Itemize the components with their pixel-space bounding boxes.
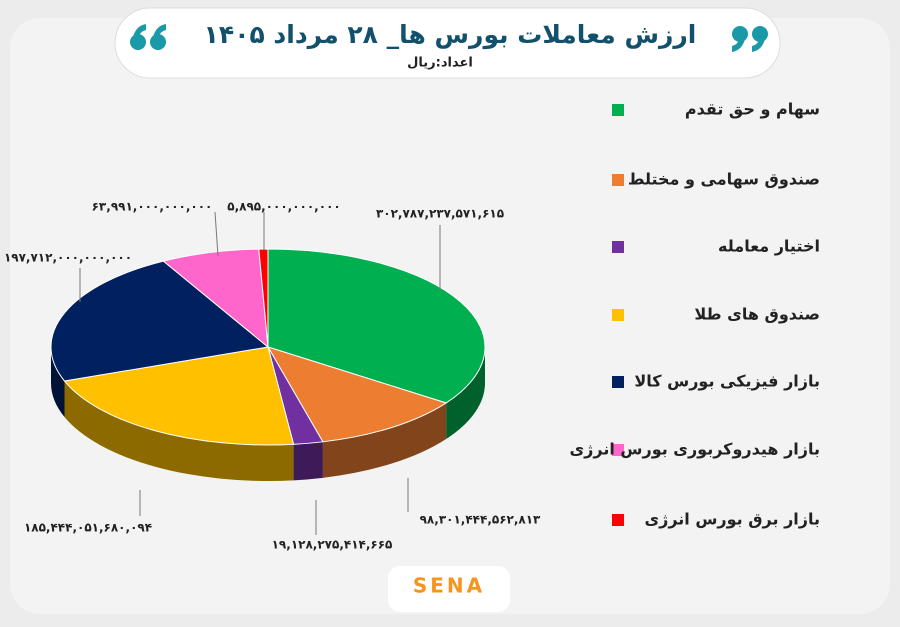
slice-side (446, 347, 485, 439)
slice-side (293, 441, 323, 481)
legend-swatch (612, 444, 624, 456)
data-label: ۱۹,۱۲۸,۲۷۵,۴۱۴,۶۶۵ (272, 538, 393, 552)
slice (162, 248, 269, 349)
slice (50, 260, 270, 382)
legend-swatch (612, 174, 624, 186)
legend-swatch (612, 376, 624, 388)
leader-line (214, 211, 219, 257)
title-box (114, 7, 781, 79)
legend-label: صندوق های طلا (694, 305, 820, 324)
legend-label: بازار فیزیکی بورس کالا (634, 372, 820, 391)
labels: ۳۰۲,۷۸۷,۲۳۷,۵۷۱,۶۱۵ ۹۸,۳۰۱,۴۴۴,۵۶۲,۸۱۳ ۱۹,… (4, 200, 541, 552)
data-label: ۱۹۷,۷۱۲,۰۰۰,۰۰۰,۰۰۰ (4, 251, 132, 265)
legend-label: سهام و حق تقدم (685, 100, 820, 119)
data-label: ۵,۸۹۵,۰۰۰,۰۰۰,۰۰۰ (227, 200, 340, 214)
legend-label: صندوق سهامی و مختلط (628, 170, 820, 189)
logo: SENA (413, 574, 485, 598)
legend-swatch (612, 309, 624, 321)
slice (258, 248, 269, 348)
data-label: ۶۳,۹۹۱,۰۰۰,۰۰۰,۰۰۰ (92, 200, 213, 214)
slice (267, 248, 486, 404)
legend-label: بازار هیدروکربوری بورس انرژی (570, 440, 820, 459)
legend: سهام و حق تقدم صندوق سهامی و مختلط اختیار … (570, 100, 820, 529)
slice (266, 346, 448, 443)
quote-marks (130, 24, 768, 52)
chart-subtitle: اعداد:ریال (407, 56, 473, 71)
chart-title: ارزش معاملات بورس ها_ ۲۸ مرداد ۱۴۰۵ (204, 20, 697, 50)
data-label: ۹۸,۳۰۱,۴۴۴,۵۶۲,۸۱۳ (420, 513, 541, 527)
legend-label: بازار برق بورس انرژی (644, 510, 820, 529)
legend-label: اختیار معامله (718, 237, 820, 256)
data-label: ۱۸۵,۴۴۴,۰۵۱,۶۸۰,۰۹۴ (24, 521, 152, 535)
logo-box (388, 566, 510, 612)
legend-swatch (612, 104, 624, 116)
slice-side (64, 381, 294, 481)
legend-swatch (612, 241, 624, 253)
legend-swatch (612, 514, 624, 526)
pie (50, 248, 486, 481)
slice-side (322, 402, 447, 478)
data-label: ۳۰۲,۷۸۷,۲۳۷,۵۷۱,۶۱۵ (376, 207, 504, 221)
